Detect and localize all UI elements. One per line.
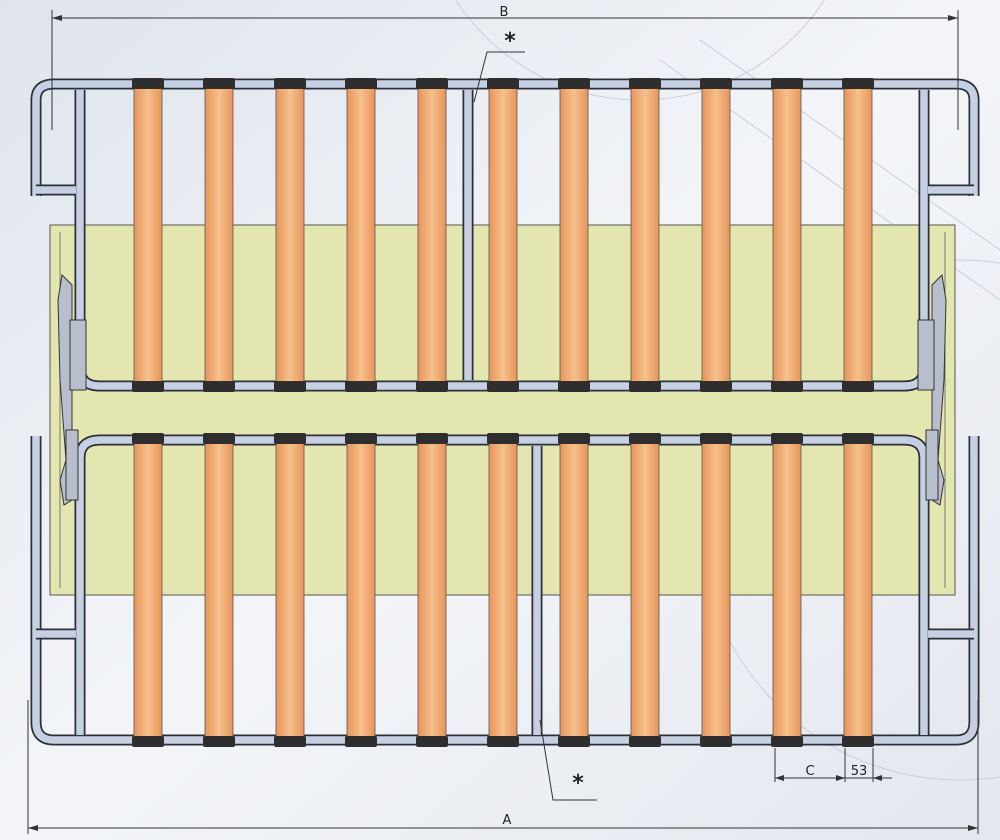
slat-holder [771,736,803,747]
slat-holder [132,381,164,392]
dimension-a: A [27,700,979,834]
slat [559,442,589,738]
slat-holder [629,381,661,392]
slat-holder [558,736,590,747]
slats [132,78,874,747]
slat-holder [842,433,874,444]
slat [488,442,518,738]
slat-holder [416,433,448,444]
annotation: * [504,29,516,54]
annotation: * [572,771,584,796]
slat-holder [771,381,803,392]
slat [133,87,163,383]
slat [417,442,447,738]
slat-holder [345,736,377,747]
slat-holder [132,433,164,444]
slat-holder [842,736,874,747]
slat-holder [203,78,235,89]
slat [204,87,234,383]
slat-holder [274,381,306,392]
slat [772,87,802,383]
annotation-lower: * [539,719,597,801]
slat-holder [629,433,661,444]
slat-holder [558,381,590,392]
slat-holder [345,78,377,89]
slat-holder [558,78,590,89]
slat-holder [416,381,448,392]
slat-holder [416,736,448,747]
slat-holder [345,433,377,444]
slat [630,442,660,738]
slat-holder [132,736,164,747]
slat-holder [487,736,519,747]
slat [417,87,447,383]
slat-holder [132,78,164,89]
slat-holder [487,78,519,89]
dimension-c: C 53 [774,748,892,782]
slat-holder [487,381,519,392]
slat-holder [203,736,235,747]
slat-holder [274,736,306,747]
slat [701,442,731,738]
slat-holder [345,381,377,392]
slat [346,87,376,383]
slat-holder [203,433,235,444]
slat [843,442,873,738]
slat-holder [416,78,448,89]
dimension-label: B [500,5,509,20]
slat [559,87,589,383]
slat-holder [771,78,803,89]
slat [843,87,873,383]
slat [488,87,518,383]
slat-holder [771,433,803,444]
slat-holder [274,78,306,89]
dimension-label: 53 [851,764,868,779]
slat-holder [700,381,732,392]
slat [346,442,376,738]
dimension-label: C [805,764,814,779]
slat-holder [274,433,306,444]
annotation-upper: * [473,29,525,103]
slat [772,442,802,738]
slat-holder [558,433,590,444]
mechanism [57,273,947,506]
slat [133,442,163,738]
slat-holder [700,433,732,444]
slat [204,442,234,738]
slat-holder [700,736,732,747]
slat [630,87,660,383]
dimension-label: A [503,813,512,828]
slat-holder [629,736,661,747]
slat-holder [842,381,874,392]
slat-holder [700,78,732,89]
dimension-b: B [51,5,959,130]
slat [275,442,305,738]
slat-holder [842,78,874,89]
slat-holder [629,78,661,89]
slat-holder [203,381,235,392]
slat-holder [487,433,519,444]
slat [275,87,305,383]
slat [701,87,731,383]
